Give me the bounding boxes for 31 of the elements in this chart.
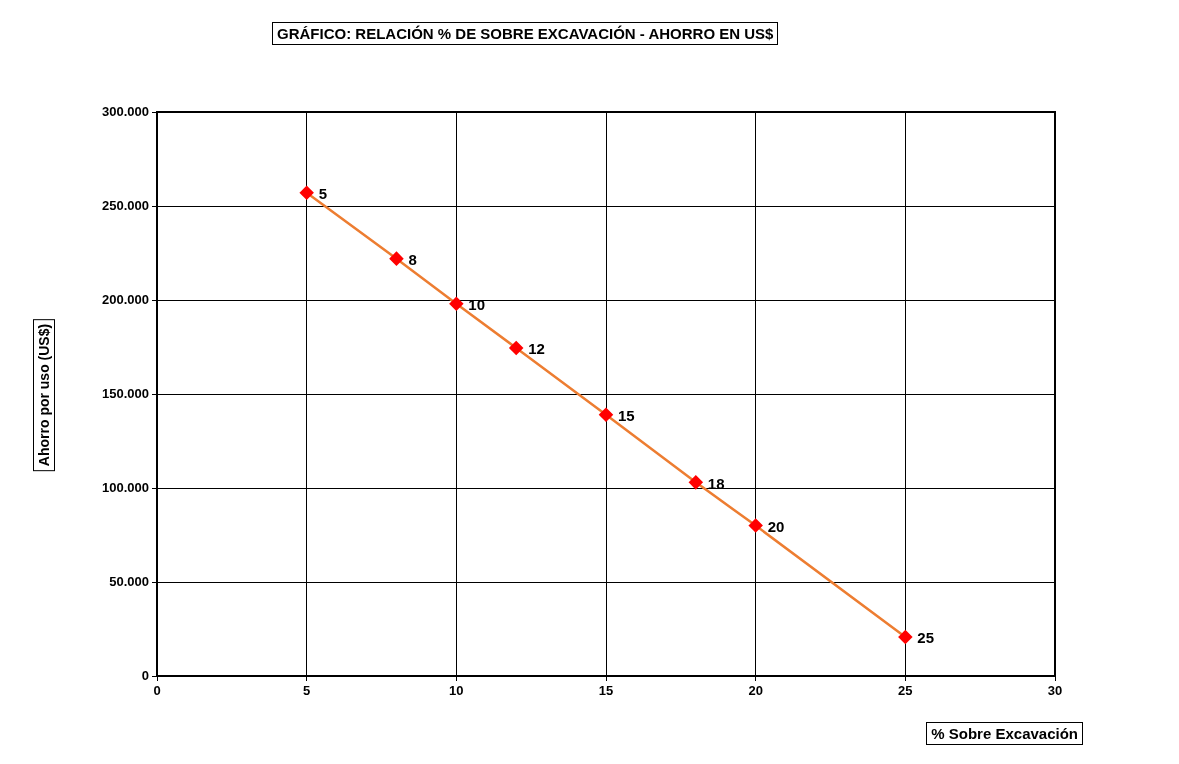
y-tick-label: 100.000: [102, 479, 149, 495]
point: [389, 251, 404, 266]
x-tick-label: 20: [748, 683, 763, 699]
x-tick-label: 15: [598, 683, 614, 699]
point: [748, 518, 763, 533]
y-tick-label: 300.000: [102, 103, 149, 119]
x-tick-label: 30: [1047, 683, 1063, 699]
y-tick-label: 0: [141, 667, 149, 683]
annotation: 15: [618, 406, 635, 424]
point: [898, 630, 913, 644]
point: [599, 407, 613, 422]
point: [689, 475, 703, 490]
point: [509, 341, 523, 355]
annotation: 5: [318, 184, 328, 202]
y-tick-label: 200.000: [102, 291, 149, 307]
x-tick-label: 5: [303, 683, 311, 699]
y-axis-title: Ahorro por uso (US$): [33, 318, 55, 472]
annotation: 8: [408, 250, 417, 268]
annotation: 25: [917, 629, 935, 647]
x-tick-label: 25: [898, 683, 913, 699]
annotation: 20: [767, 517, 785, 535]
x-tick-label: 0: [153, 683, 161, 699]
x-tick-label: 10: [449, 683, 464, 699]
point: [299, 186, 314, 200]
y-tick-label: 250.000: [102, 197, 149, 213]
annotation: 12: [528, 340, 545, 358]
x-axis-title: % Sobre Excavación: [926, 722, 1083, 745]
y-tick-label: 150.000: [102, 385, 149, 401]
point: [449, 297, 464, 311]
y-tick-label: 50.000: [109, 573, 149, 589]
chart-title: GRÁFICO: RELACIÓN % DE SOBRE EXCAVACIÓN - AHORRO EN US$: [272, 22, 779, 45]
